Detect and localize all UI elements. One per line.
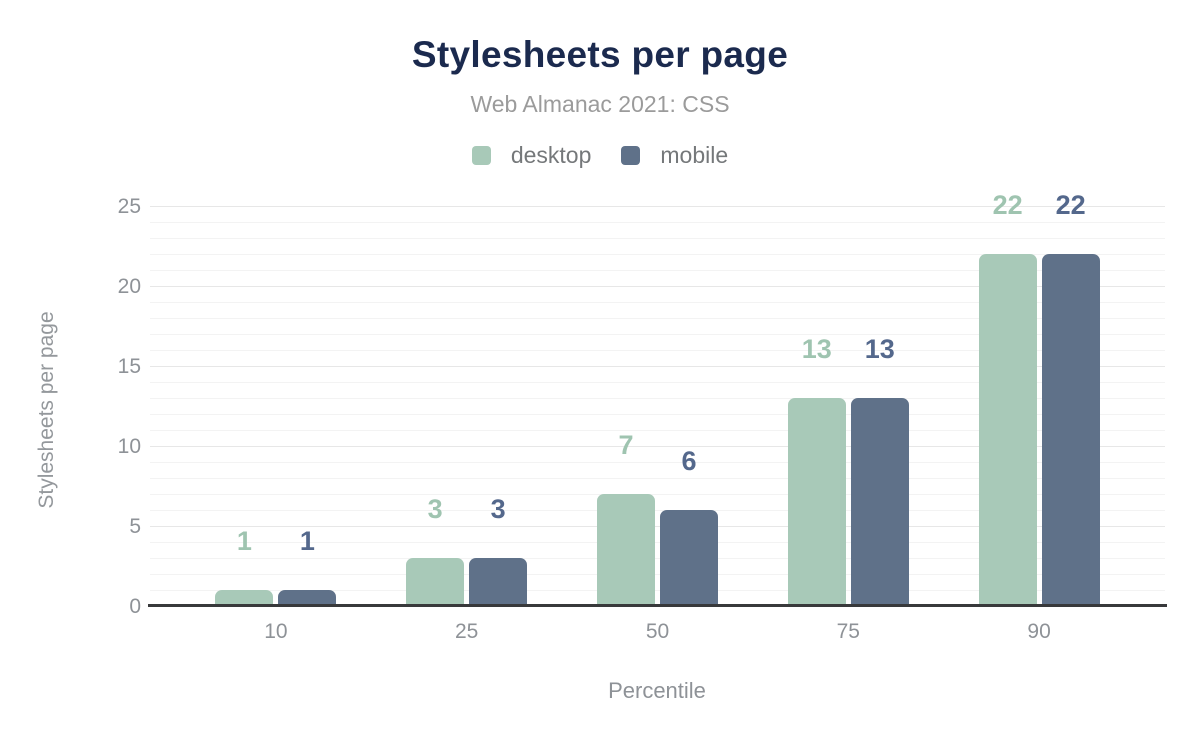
gridline-minor xyxy=(150,334,1165,335)
gridline-minor xyxy=(150,382,1165,383)
bar-value-label-mobile: 6 xyxy=(681,446,697,476)
bar-mobile[interactable] xyxy=(660,510,718,606)
y-tick-label: 10 xyxy=(117,435,141,458)
bar-mobile[interactable] xyxy=(850,398,909,606)
x-tick-label: 90 xyxy=(1027,620,1051,643)
gridline-major xyxy=(150,286,1165,287)
gridline-minor xyxy=(150,462,1165,463)
gridline-minor xyxy=(150,302,1165,303)
bar-value-label-desktop: 1 xyxy=(236,526,252,556)
gridline-minor xyxy=(150,510,1165,511)
bar-mobile[interactable] xyxy=(278,590,337,606)
gridline-minor xyxy=(150,270,1165,271)
y-axis-title: Stylesheets per page xyxy=(35,311,58,509)
bar-value-label-desktop: 13 xyxy=(801,334,832,364)
bar-group: 22 22 xyxy=(978,192,1100,607)
gridline-minor xyxy=(150,542,1165,543)
gridline-minor xyxy=(150,238,1165,239)
gridline-minor xyxy=(150,350,1165,351)
plot-area: 1 1 3 3 7 6 13 13 22 22 xyxy=(148,192,1167,607)
bar-value-label-mobile: 22 xyxy=(1055,190,1086,220)
legend-item-desktop[interactable]: desktop xyxy=(471,142,592,169)
gridline-minor xyxy=(150,590,1165,591)
chart-subtitle: Web Almanac 2021: CSS xyxy=(470,91,730,117)
gridline-minor xyxy=(150,222,1165,223)
bar-mobile[interactable] xyxy=(1041,254,1100,606)
bar-value-label-mobile: 3 xyxy=(490,494,506,524)
bar-value-label-mobile: 13 xyxy=(864,334,895,364)
bar-group: 13 13 xyxy=(787,200,909,607)
gridline-minor xyxy=(150,318,1165,319)
x-tick-label: 75 xyxy=(836,620,860,643)
bar-value-label-desktop: 22 xyxy=(992,190,1023,220)
y-tick-label: 25 xyxy=(117,195,141,218)
y-tick-label: 5 xyxy=(129,515,141,538)
gridline-minor xyxy=(150,254,1165,255)
bar-desktop[interactable] xyxy=(787,398,846,606)
gridline-minor xyxy=(150,494,1165,495)
gridline-minor xyxy=(150,398,1165,399)
bar-value-label-mobile: 1 xyxy=(299,526,315,556)
y-tick-label: 0 xyxy=(129,595,141,618)
gridline-minor xyxy=(150,478,1165,479)
y-tick-label: 20 xyxy=(117,275,141,298)
mobile-swatch-icon xyxy=(621,146,641,165)
gridline-minor xyxy=(150,414,1165,415)
x-tick-label: 25 xyxy=(455,620,479,643)
bar-desktop[interactable] xyxy=(215,590,274,606)
legend-label-desktop: desktop xyxy=(510,142,592,168)
x-axis-line xyxy=(148,604,1167,607)
gridline-minor xyxy=(150,558,1165,559)
desktop-swatch-icon xyxy=(471,146,491,165)
bar-value-label-desktop: 7 xyxy=(618,430,634,460)
bar-value-label-desktop: 3 xyxy=(427,494,443,524)
gridline-major xyxy=(150,526,1165,527)
legend: desktop mobile xyxy=(0,142,1200,169)
chart-title: Stylesheets per page xyxy=(411,34,789,75)
gridline-major xyxy=(150,206,1165,207)
bar-desktop[interactable] xyxy=(597,494,655,606)
bar-mobile[interactable] xyxy=(469,558,528,606)
x-axis-title: Percentile xyxy=(608,678,706,703)
gridline-major xyxy=(150,446,1165,447)
bar-desktop[interactable] xyxy=(406,558,465,606)
gridline-minor xyxy=(150,430,1165,431)
gridline-major xyxy=(150,366,1165,367)
x-tick-label: 10 xyxy=(264,620,288,643)
legend-label-mobile: mobile xyxy=(660,142,729,168)
legend-item-mobile[interactable]: mobile xyxy=(621,142,728,169)
gridline-minor xyxy=(150,574,1165,575)
bar-desktop[interactable] xyxy=(978,254,1037,606)
x-tick-label: 50 xyxy=(645,620,670,643)
y-tick-label: 15 xyxy=(117,355,141,378)
